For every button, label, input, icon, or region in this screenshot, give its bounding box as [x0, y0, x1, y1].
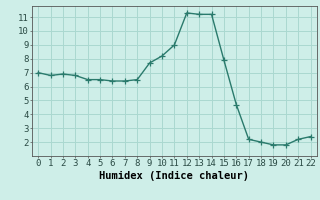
- X-axis label: Humidex (Indice chaleur): Humidex (Indice chaleur): [100, 171, 249, 181]
